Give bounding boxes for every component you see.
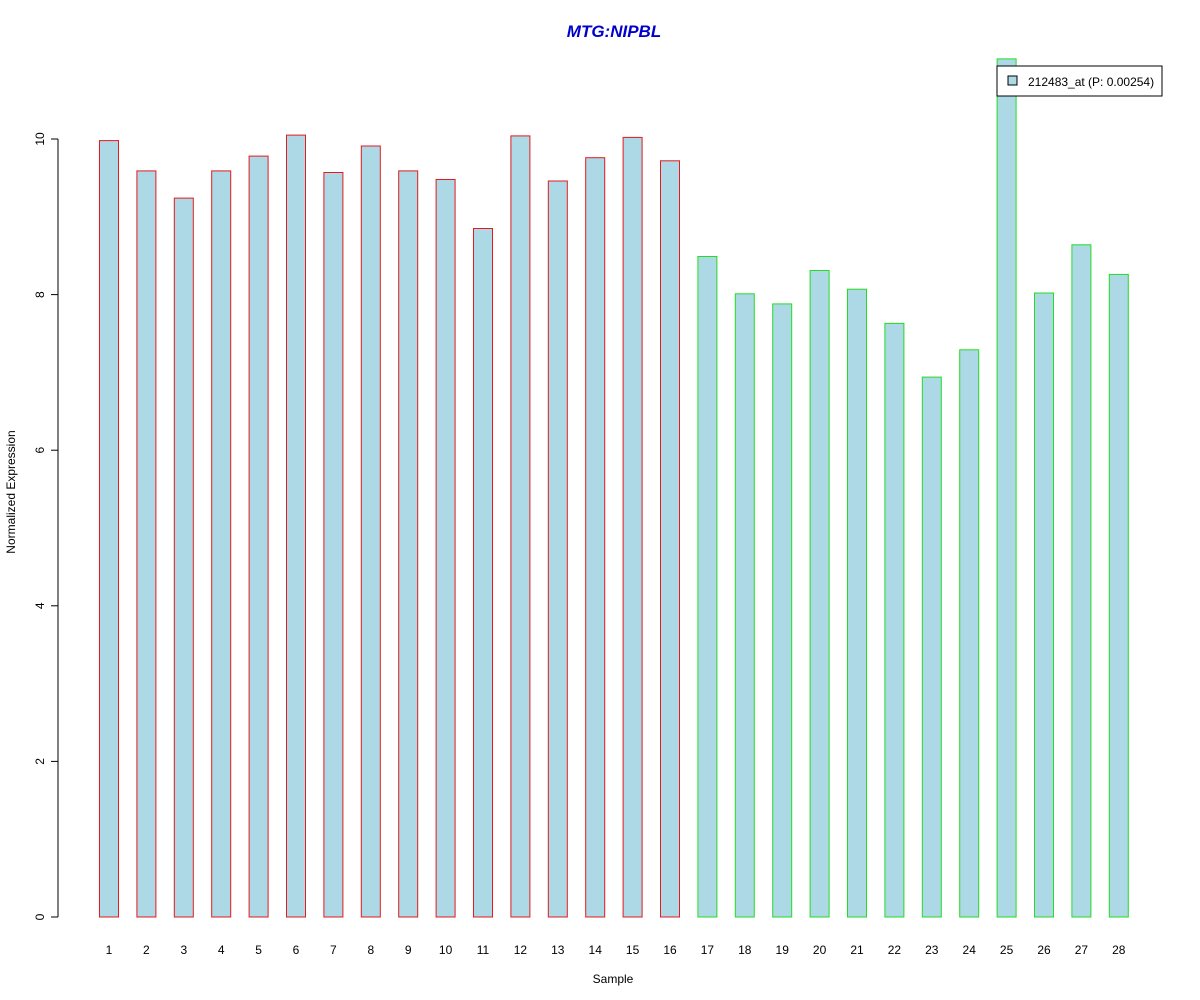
bar-sample-19 <box>772 303 793 918</box>
bar-sample-26 <box>1034 292 1054 918</box>
bar-sample-9 <box>398 170 419 918</box>
x-tick-label: 7 <box>330 943 337 957</box>
y-tick-label: 4 <box>33 602 47 609</box>
bar-sample-6 <box>286 134 306 918</box>
x-tick-label: 9 <box>405 943 412 957</box>
bar-sample-24 <box>959 349 980 918</box>
bar-sample-21 <box>847 288 867 918</box>
x-tick-label: 26 <box>1037 943 1051 957</box>
bar-sample-18 <box>734 293 755 918</box>
x-tick-label: 5 <box>255 943 262 957</box>
x-tick-label: 10 <box>439 943 453 957</box>
bar-sample-8 <box>360 145 381 918</box>
x-tick-label: 16 <box>663 943 677 957</box>
y-axis-label: Normalized Expression <box>4 430 18 553</box>
bar-sample-12 <box>510 135 531 918</box>
x-tick-label: 25 <box>1000 943 1014 957</box>
bar-sample-22 <box>884 322 905 918</box>
x-tick-labels: 1 2 3 4 5 6 7 8 9 10 11 12 13 14 15 16 17 18 19 20 21 22 23 24 2… <box>106 943 1126 957</box>
bar-sample-1 <box>99 140 119 918</box>
bars-group <box>99 58 1129 918</box>
bar-sample-27 <box>1071 244 1092 918</box>
x-tick-label: 15 <box>626 943 640 957</box>
x-tick-label: 1 <box>106 943 113 957</box>
legend-swatch <box>1007 75 1018 86</box>
x-tick-label: 28 <box>1112 943 1126 957</box>
y-tick-label: 8 <box>33 291 47 298</box>
bar-sample-5 <box>248 155 269 918</box>
bar-sample-10 <box>435 179 456 918</box>
x-tick-label: 14 <box>589 943 603 957</box>
x-tick-label: 27 <box>1075 943 1089 957</box>
x-tick-label: 3 <box>180 943 187 957</box>
bar-sample-14 <box>585 157 606 918</box>
legend-label: 212483_at (P: 0.00254) <box>1028 75 1154 89</box>
bar-sample-23 <box>921 376 942 918</box>
x-tick-label: 21 <box>850 943 864 957</box>
bar-sample-7 <box>323 172 344 918</box>
x-tick-label: 11 <box>477 943 490 957</box>
bar-sample-20 <box>809 270 830 918</box>
bar-sample-13 <box>547 180 568 918</box>
x-tick-label: 24 <box>963 943 977 957</box>
x-tick-label: 20 <box>813 943 827 957</box>
y-axis: 0 2 4 6 8 10 <box>33 132 59 920</box>
chart-title: MTG:NIPBL <box>567 22 661 41</box>
x-tick-label: 13 <box>551 943 565 957</box>
bar-sample-16 <box>660 160 680 918</box>
bar-sample-17 <box>697 256 718 918</box>
legend: 212483_at (P: 0.00254) <box>996 65 1163 97</box>
x-tick-label: 8 <box>367 943 374 957</box>
x-tick-label: 19 <box>776 943 790 957</box>
x-tick-label: 4 <box>218 943 225 957</box>
x-tick-label: 23 <box>925 943 939 957</box>
x-tick-label: 17 <box>701 943 715 957</box>
x-axis-label: Sample <box>593 972 634 986</box>
y-tick-label: 6 <box>33 447 47 454</box>
y-tick-label: 0 <box>33 913 47 920</box>
legend-box <box>996 65 1163 97</box>
bar-sample-3 <box>173 197 194 918</box>
x-tick-label: 12 <box>514 943 528 957</box>
x-tick-label: 18 <box>738 943 752 957</box>
bar-sample-25 <box>996 58 1017 918</box>
x-tick-label: 6 <box>293 943 300 957</box>
bar-sample-15 <box>622 136 643 918</box>
x-tick-label: 2 <box>143 943 150 957</box>
bar-sample-2 <box>136 170 157 918</box>
y-tick-label: 10 <box>33 132 47 146</box>
y-tick-label: 2 <box>33 758 47 765</box>
bar-sample-4 <box>211 170 232 918</box>
x-tick-label: 22 <box>888 943 902 957</box>
bar-sample-11 <box>473 228 493 918</box>
bar-sample-28 <box>1108 273 1129 918</box>
